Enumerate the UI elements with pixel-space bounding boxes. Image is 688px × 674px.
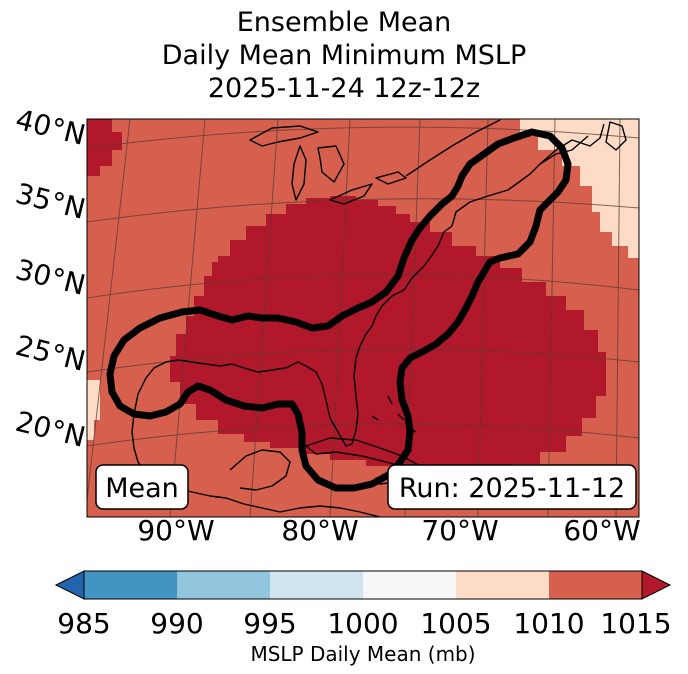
run-label: Run: 2025-11-12	[399, 473, 625, 504]
title-line-3: 2025-11-24 12z-12z	[207, 73, 481, 104]
parallel-40n	[87, 126, 639, 149]
lon-label-60w: 60°W	[563, 514, 640, 547]
lon-label-90w: 90°W	[137, 514, 214, 547]
colorbar-segment-1010-1015	[549, 571, 642, 599]
lat-label-40n: 40°N	[12, 103, 88, 152]
title-line-1: Ensemble Mean	[236, 7, 452, 38]
st-lawrence	[405, 119, 501, 177]
maritimes-coast	[539, 123, 605, 165]
yucatan	[229, 449, 291, 491]
colorbar-segment-1005-1010	[456, 571, 549, 599]
meridian-60w	[615, 119, 621, 517]
meridian-90w	[169, 119, 206, 517]
parallel-25n	[87, 348, 639, 373]
colorbar-tick-990: 990	[150, 607, 203, 640]
colorbar-tick-1005: 1005	[420, 607, 491, 640]
colorbar-segment-1000-1005	[363, 571, 456, 599]
lat-label-35n: 35°N	[12, 177, 88, 226]
colorbar-tick-995: 995	[243, 607, 296, 640]
parallel-20n	[87, 423, 639, 447]
meridian-65w	[547, 119, 556, 517]
lon-label-80w: 80°W	[281, 514, 358, 547]
lon-label-70w: 70°W	[421, 514, 498, 547]
mean-label: Mean	[105, 473, 179, 504]
map-panel	[87, 119, 639, 517]
field-1005-1010-southwest	[87, 380, 100, 440]
chart-title: Ensemble Mean Daily Mean Minimum MSLP 20…	[0, 6, 688, 105]
colorbar-tick-1010: 1010	[513, 607, 584, 640]
colorbar-frame	[83, 570, 643, 600]
colorbar-tick-1000: 1000	[327, 607, 398, 640]
central-america	[279, 505, 381, 517]
meridian-70w	[477, 119, 489, 517]
colorbar-tick-1015: 1015	[600, 607, 671, 640]
colorbar-tick-985: 985	[57, 607, 110, 640]
atlantic-coast	[131, 135, 589, 513]
lake-erie	[329, 183, 373, 205]
colorbar: 985 990 995 1000 1005 1010 1015 MSLP Dai…	[54, 570, 672, 666]
lat-label-30n: 30°N	[12, 253, 88, 302]
meridian-95w	[87, 119, 131, 501]
colorbar-segment-990-995	[177, 571, 270, 599]
map-frame	[86, 118, 640, 518]
colorbar-segment-995-1000	[270, 571, 363, 599]
colorbar-segment-985-990	[84, 571, 177, 599]
title-line-2: Daily Mean Minimum MSLP	[161, 40, 527, 71]
colorbar-extend-low	[54, 570, 85, 600]
lake-ontario	[375, 171, 407, 185]
colorbar-extend-high	[641, 570, 672, 600]
lat-label-25n: 25°N	[12, 329, 88, 378]
parallel-35n	[87, 198, 639, 223]
mslp-1015-contour	[106, 128, 572, 492]
lake-michigan	[291, 145, 307, 201]
parallel-30n	[87, 274, 639, 299]
lat-label-20n: 20°N	[12, 405, 88, 454]
bahamas	[371, 395, 417, 433]
newfoundland	[605, 121, 627, 151]
mean-box: Mean	[95, 464, 189, 510]
colorbar-label: MSLP Daily Mean (mb)	[250, 642, 475, 666]
field-1005-1010-northeast	[520, 119, 639, 258]
field-1015-plus-northwest	[87, 119, 122, 176]
lake-huron	[317, 145, 345, 183]
run-box: Run: 2025-11-12	[387, 464, 637, 510]
lake-superior	[249, 125, 319, 147]
